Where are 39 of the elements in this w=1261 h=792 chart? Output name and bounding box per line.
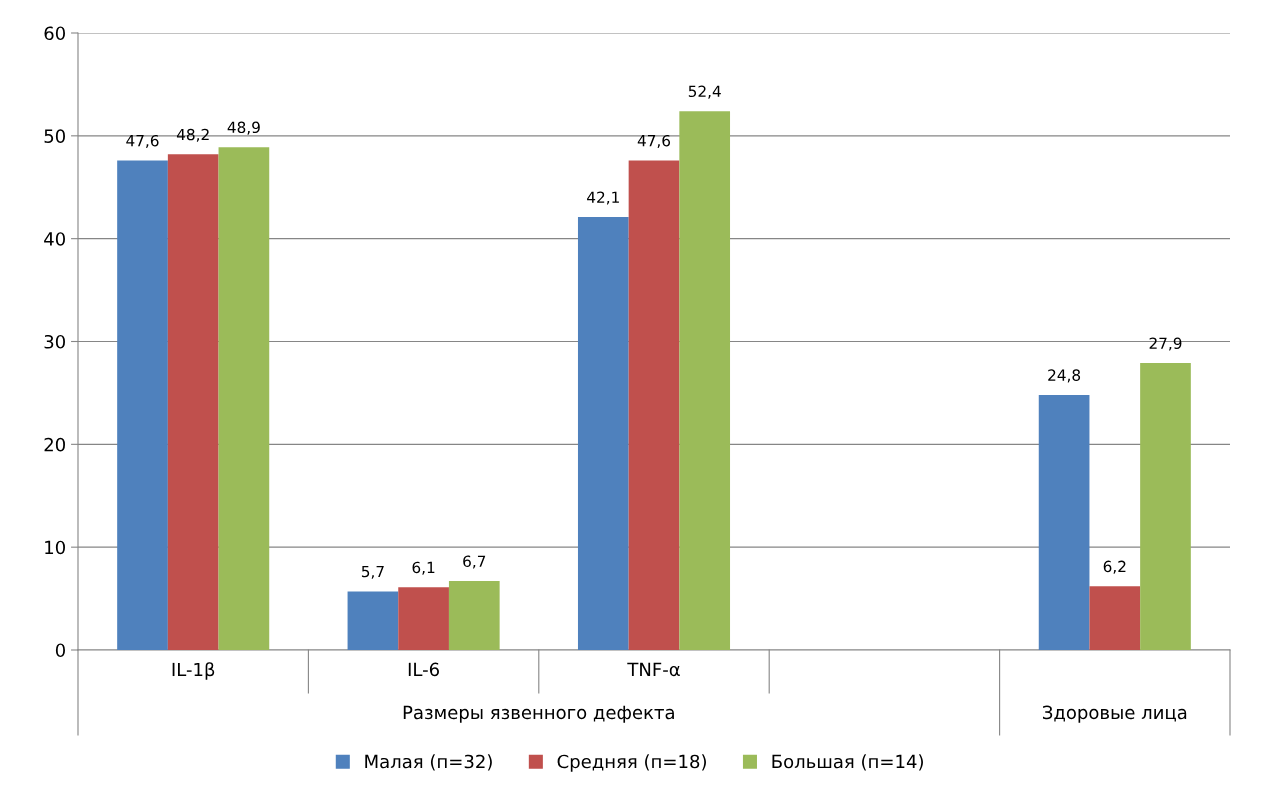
y-tick-label: 20	[44, 437, 65, 452]
y-tick-label: 60	[44, 26, 65, 41]
bar	[347, 591, 399, 650]
data-label: 27,9	[1149, 337, 1182, 351]
bar	[167, 154, 219, 650]
data-label: 47,6	[126, 134, 159, 148]
data-label: 6,2	[1103, 560, 1126, 574]
bar	[628, 160, 680, 650]
bar	[117, 160, 168, 650]
legend-label: Малая (п=32)	[365, 754, 492, 771]
y-tick-label: 0	[55, 643, 65, 658]
bar	[1140, 363, 1191, 650]
data-label: 48,9	[227, 121, 260, 135]
text: Размеры язвенного дефекта	[403, 705, 674, 723]
data-label: 47,6	[637, 134, 671, 148]
data-label: 48,2	[176, 128, 209, 142]
data-label: 5,7	[361, 565, 384, 579]
bar	[1038, 394, 1090, 650]
y-tick-label: 30	[44, 334, 65, 349]
legend-label: Большая (п=14)	[772, 754, 923, 771]
x-tick-label: IL-1β	[172, 662, 215, 680]
data-label: 6,1	[412, 561, 435, 575]
data-label: 52,4	[688, 85, 721, 99]
data-label: 42,1	[587, 191, 619, 205]
text: Здоровые лица	[1043, 705, 1187, 723]
x-tick-label: TNF-α	[627, 662, 680, 677]
bar	[577, 217, 629, 650]
y-tick-label: 50	[44, 129, 65, 143]
legend-label: Средняя (п=18)	[557, 754, 706, 772]
y-tick-label: 40	[44, 232, 65, 246]
data-label: 6,7	[463, 555, 486, 569]
bar	[448, 581, 500, 650]
bar	[679, 111, 731, 650]
bar	[218, 147, 270, 650]
bar	[398, 587, 449, 650]
x-tick-label: IL-6	[408, 662, 439, 677]
y-tick-label: 10	[45, 540, 65, 555]
bar	[1089, 586, 1141, 650]
data-label: 24,8	[1048, 369, 1081, 383]
